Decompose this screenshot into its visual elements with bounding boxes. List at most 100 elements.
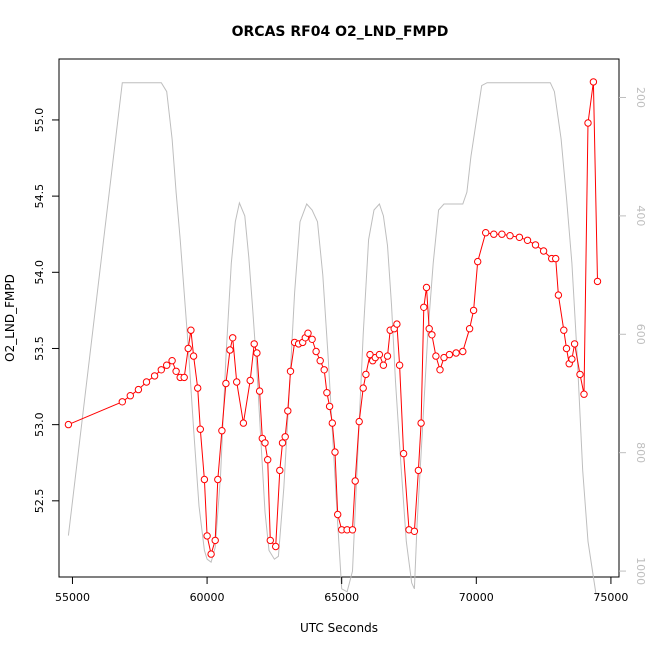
red-data-point [452, 349, 460, 357]
red-data-point [264, 456, 272, 464]
y-tick-label: 54.0 [33, 260, 46, 285]
red-data-point [222, 379, 230, 388]
y2-tick-label: 200 [634, 87, 647, 108]
red-data-point [414, 466, 423, 475]
red-data-point [308, 335, 316, 343]
x-tick-label: 70000 [459, 591, 494, 604]
red-data-point [334, 510, 342, 519]
red-data-point [469, 306, 478, 315]
red-data-point [474, 257, 482, 266]
red-data-point [355, 417, 363, 426]
red-data-point [554, 291, 563, 299]
red-data-point [570, 340, 579, 348]
red-data-point [214, 475, 222, 484]
y-tick-label: 55.0 [33, 108, 46, 133]
red-data-point [379, 361, 388, 369]
x-tick-label: 55000 [55, 591, 90, 604]
red-data-point [255, 387, 264, 395]
y-tick-label: 54.5 [33, 184, 46, 209]
red-data-point [422, 283, 431, 292]
x-axis-label: UTC Seconds [300, 621, 378, 635]
red-data-point [539, 247, 548, 255]
red-data-point [531, 241, 540, 249]
red-data-point [498, 230, 506, 238]
red-data-point [420, 303, 428, 311]
red-data-point [593, 277, 602, 286]
red-data-point [393, 320, 401, 328]
red-data-point [432, 352, 440, 360]
red-data-point [142, 378, 151, 386]
red-data-point [428, 331, 436, 339]
red-data-point [286, 367, 295, 375]
red-data-point [233, 378, 241, 386]
red-data-point [383, 352, 392, 360]
red-data-point [189, 352, 198, 360]
red-data-point [562, 344, 571, 353]
y-axis-right: 200 400 600 800 1000 [619, 87, 647, 585]
red-data-point [445, 350, 454, 359]
red-data-point [239, 419, 248, 427]
red-data-point [482, 229, 490, 237]
red-data-point [250, 340, 258, 348]
red-data-point [64, 420, 73, 429]
y-tick-label: 53.0 [33, 412, 46, 437]
red-data-point [440, 353, 448, 362]
red-series-layer [64, 78, 602, 558]
red-data-point [272, 542, 280, 551]
x-tick-label: 65000 [324, 591, 359, 604]
red-data-point [157, 366, 166, 374]
red-data-point [180, 373, 188, 382]
red-data-point [150, 372, 159, 380]
gray-series-line [67, 82, 597, 595]
red-data-point [589, 78, 598, 86]
red-data-point [316, 357, 324, 365]
y-axis-label: O2_LND_FMPD [3, 274, 17, 362]
red-data-point [126, 392, 135, 400]
y2-tick-label: 800 [634, 442, 647, 463]
red-data-point [211, 536, 219, 545]
red-data-point [134, 385, 143, 394]
red-data-point [506, 232, 514, 240]
red-data-point [278, 439, 287, 447]
red-data-point [523, 236, 532, 245]
red-data-point [284, 407, 292, 415]
red-data-point [320, 366, 328, 374]
red-data-point [375, 350, 384, 359]
red-data-point [226, 346, 234, 354]
red-data-point [328, 419, 336, 427]
red-data-point [560, 326, 568, 334]
red-data-point [203, 532, 211, 540]
red-data-point [459, 347, 467, 356]
red-data-point [584, 119, 592, 127]
y-axis-left: 52.5 53.0 53.5 54.0 54.5 55.0 [33, 108, 59, 513]
red-data-point [410, 527, 419, 535]
red-data-point [196, 425, 205, 433]
red-data-point [362, 370, 370, 379]
y-tick-label: 52.5 [33, 489, 46, 513]
red-data-point [281, 433, 289, 441]
red-data-point [207, 550, 215, 558]
red-data-point [312, 347, 320, 356]
red-series-line [68, 81, 598, 557]
y-tick-label: 53.5 [33, 336, 46, 361]
red-data-point [172, 367, 180, 375]
red-data-point [515, 233, 524, 242]
red-data-point [246, 376, 254, 385]
red-data-point [163, 361, 171, 369]
red-data-point [580, 390, 588, 398]
gray-series-layer [67, 82, 597, 595]
red-data-point [325, 402, 334, 411]
red-data-point [425, 325, 433, 333]
red-data-point [348, 526, 357, 534]
red-data-point [351, 477, 359, 485]
red-data-point [490, 230, 498, 238]
red-data-point [304, 329, 312, 337]
red-data-point [568, 355, 576, 363]
red-data-point [184, 344, 192, 353]
red-data-point [194, 384, 202, 392]
y2-tick-label: 400 [634, 205, 647, 226]
red-data-point [436, 366, 444, 374]
red-data-point [395, 361, 404, 369]
red-data-point [323, 389, 331, 397]
